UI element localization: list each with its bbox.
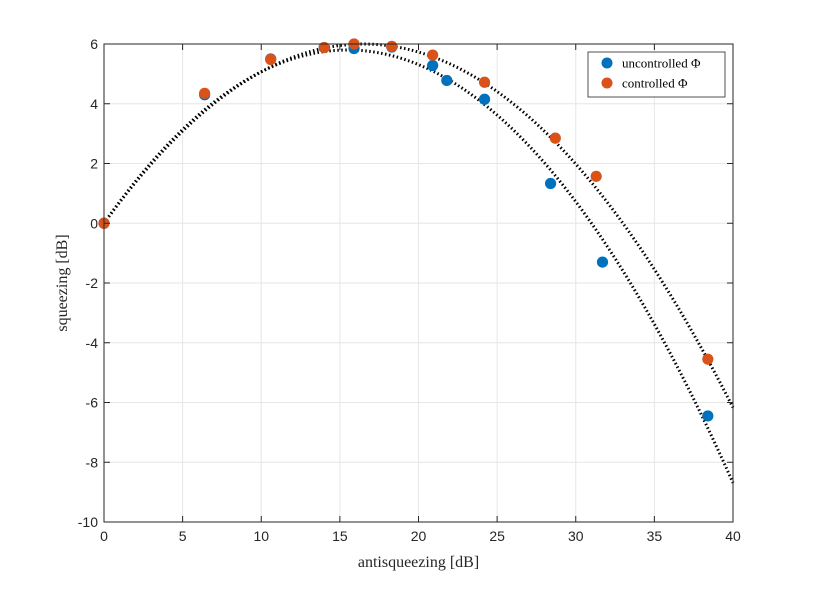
legend-marker-uncontrolled <box>601 57 613 69</box>
data-point <box>596 256 609 268</box>
data-point <box>702 353 714 365</box>
y-tick-label: -4 <box>86 335 99 351</box>
y-tick-label: 6 <box>90 36 98 52</box>
data-point <box>549 132 561 144</box>
x-tick-label: 15 <box>332 528 348 544</box>
y-tick-label: 0 <box>90 215 98 231</box>
data-point <box>318 41 330 54</box>
y-tick-label: 4 <box>90 96 98 112</box>
y-tick-label: -8 <box>86 454 99 470</box>
data-point <box>478 76 491 88</box>
x-tick-label: 10 <box>253 528 269 544</box>
x-tick-label: 25 <box>489 528 505 544</box>
x-tick-label: 0 <box>100 528 108 544</box>
data-point <box>386 40 398 52</box>
data-point <box>590 170 602 182</box>
data-point <box>544 177 557 190</box>
data-point <box>702 410 714 422</box>
y-tick-label: -10 <box>78 514 98 530</box>
data-point <box>478 93 491 105</box>
data-point <box>265 53 277 66</box>
x-tick-label: 30 <box>568 528 584 544</box>
legend-label-uncontrolled: uncontrolled Φ <box>622 56 701 71</box>
data-point <box>427 49 439 61</box>
x-tick-label: 35 <box>647 528 663 544</box>
axis-ticks: 0 5 10 15 20 25 30 35 40 -10 -8 -6 -4 -2 0 2 4 6 <box>78 36 741 544</box>
x-tick-label: 40 <box>725 528 741 544</box>
series-controlled <box>98 38 714 365</box>
x-axis-label: antisqueezing [dB] <box>358 554 479 571</box>
legend-label-controlled: controlled Φ <box>622 76 688 91</box>
fit-curve-2 <box>102 42 735 409</box>
legend-marker-controlled <box>601 77 613 89</box>
data-point <box>441 74 453 87</box>
data-point <box>427 59 439 72</box>
x-tick-label: 5 <box>179 528 187 544</box>
legend: uncontrolled Φ controlled Φ <box>587 51 726 98</box>
data-point <box>199 87 211 99</box>
y-tick-label: -6 <box>86 395 99 411</box>
y-tick-label: -2 <box>86 275 99 291</box>
y-axis-label: squeezing [dB] <box>54 234 71 331</box>
grid <box>103 43 734 523</box>
x-tick-label: 20 <box>411 528 427 544</box>
y-tick-label: 2 <box>90 156 98 172</box>
fit-curves <box>102 42 735 484</box>
